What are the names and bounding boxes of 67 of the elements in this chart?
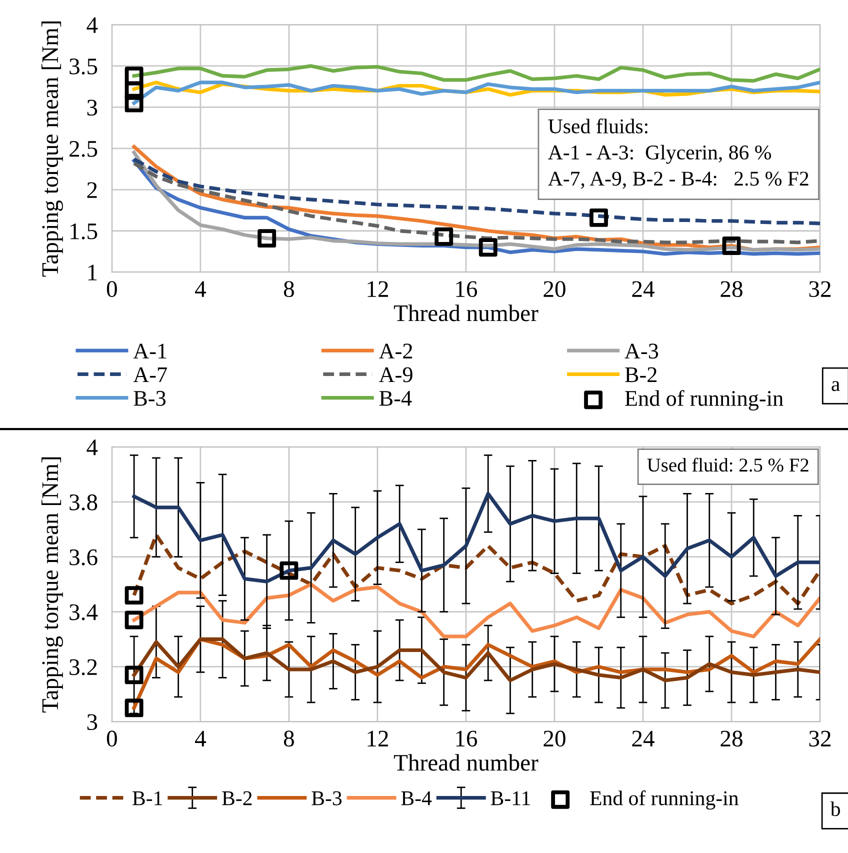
point [124, 94, 144, 112]
x-tick-label: 24 [632, 730, 654, 746]
legend-label: B-2 [625, 367, 657, 382]
x-axis-title: Thread number [394, 304, 538, 322]
line-series [132, 492, 820, 584]
x-axis-title: Thread number [394, 754, 538, 771]
legend-label: B-3 [134, 390, 166, 406]
x-tick-label: 32 [809, 281, 831, 298]
y-tick-label: 2 [87, 182, 97, 198]
point [124, 66, 144, 86]
x-tick-label: 20 [544, 281, 566, 298]
x-tick-label: 16 [456, 730, 478, 747]
annotation: Used fluid: 2.5 % F2 [647, 458, 808, 472]
x-tick-label: 0 [106, 730, 117, 747]
point [280, 561, 298, 580]
x-tick-label: 8 [284, 281, 294, 298]
legend-label: End of running-in [590, 790, 738, 810]
point [434, 227, 454, 246]
x-tick-label: 12 [368, 730, 388, 746]
point [258, 229, 276, 248]
y-tick-label: 3.8 [70, 494, 98, 510]
legend-label: B-2 [222, 791, 252, 806]
x-tick-label: 28 [720, 730, 742, 747]
legend-label: A-7 [133, 367, 167, 382]
x-tick-label: 24 [632, 281, 654, 297]
y-tick-label: 3.4 [70, 604, 98, 620]
legend-label: B-4 [401, 791, 432, 806]
x-tick-label: 8 [284, 730, 294, 747]
x-tick-label: 32 [809, 730, 831, 747]
annotation: Used fluids: A-1 - A-3: Glycerin, 86 % A-7, A-9, B-2 - B-4: 2.5 % F2 [548, 118, 808, 189]
y-tick-label: 1.5 [70, 223, 98, 240]
y-tick-label: 3.6 [70, 549, 98, 566]
x-tick-label: 20 [544, 730, 566, 747]
text: a [832, 381, 840, 392]
y-tick-label: 3 [87, 100, 98, 116]
y-axis-title: Tapping torque mean [Nm] [42, 457, 63, 713]
text: b [830, 801, 840, 816]
point [722, 236, 741, 255]
x-tick-label: 4 [195, 281, 206, 297]
legend-label: A-1 [133, 344, 166, 358]
y-axis-title: Tapping torque mean [Nm] [42, 22, 63, 277]
point [124, 610, 144, 630]
y-tick-label: 3 [87, 714, 98, 730]
x-tick-label: 12 [368, 281, 388, 297]
y-tick-label: 4 [86, 17, 98, 33]
x-tick-label: 4 [195, 730, 206, 746]
legend-label: A-3 [624, 344, 658, 359]
point [124, 586, 144, 605]
point [590, 208, 608, 227]
legend-label: A-9 [378, 367, 412, 382]
legend-label: A-2 [378, 344, 412, 358]
x-tick-label: 28 [720, 281, 742, 298]
y-tick-label: 3.2 [70, 659, 97, 676]
legend-label: End of running-in [625, 390, 784, 411]
point [124, 698, 144, 718]
legend-label: B-1 [132, 791, 162, 806]
x-tick-label: 16 [456, 281, 478, 298]
y-tick-label: 1 [88, 264, 97, 280]
y-tick-label: 2.5 [70, 140, 98, 157]
point [124, 666, 144, 684]
point [478, 238, 498, 257]
y-tick-label: 4 [86, 440, 98, 456]
legend-label: B-4 [379, 391, 412, 406]
legend-label: B-11 [490, 791, 530, 806]
y-tick-label: 3.5 [70, 58, 98, 74]
legend-label: B-3 [312, 791, 342, 806]
x-tick-label: 0 [106, 281, 117, 298]
